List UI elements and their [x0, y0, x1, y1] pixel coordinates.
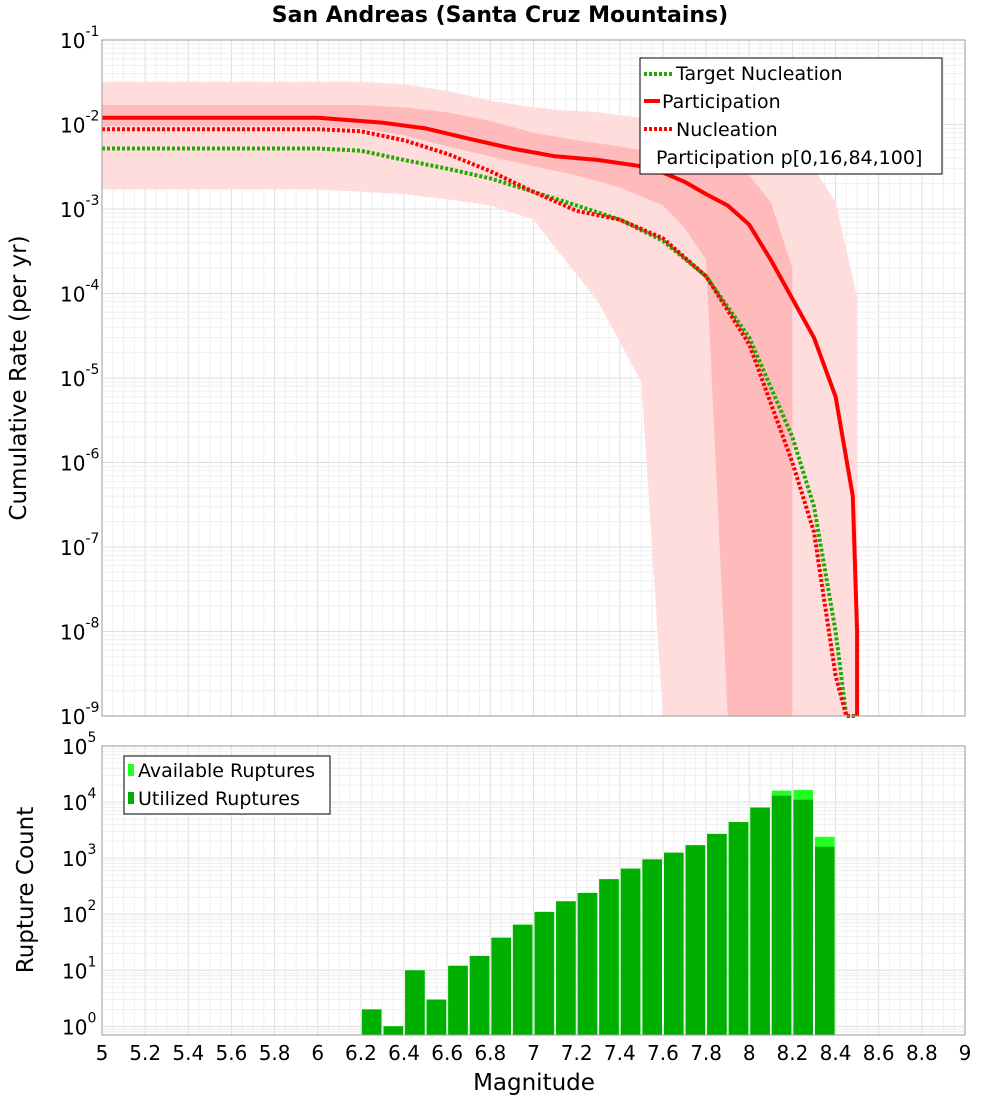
x-tick-label: 6.8 — [474, 1041, 506, 1065]
x-tick-label: 7 — [527, 1041, 540, 1065]
bar-utilized-ruptures — [469, 955, 490, 1035]
x-tick-label: 6.6 — [431, 1041, 463, 1065]
y-tick-label: 10-5 — [60, 362, 99, 391]
y-tick-label: 101 — [62, 954, 96, 983]
y-tick-label: 104 — [62, 786, 96, 815]
bar-utilized-ruptures — [728, 822, 749, 1035]
legend-label-participation-percentiles: Participation p[0,16,84,100] — [656, 147, 922, 169]
y-tick-label: 102 — [62, 898, 96, 927]
band-participation-p-0-100- — [102, 81, 858, 717]
bar-utilized-ruptures — [750, 807, 770, 1035]
bottom-y-ticks: 100 101 102 103 104 105 — [62, 730, 96, 1039]
legend-label-participation: Participation — [662, 91, 781, 113]
bar-utilized-ruptures — [707, 833, 727, 1035]
cumulative-rate-plot: 10-1 10-2 10-3 10-4 10-5 10-6 10-7 10-8 10-9 Cum… — [6, 24, 966, 729]
bar-utilized-ruptures — [620, 868, 641, 1035]
bar-utilized-ruptures — [577, 892, 598, 1035]
top-y-ticks: 10-1 10-2 10-3 10-4 10-5 10-6 10-7 10-8 10-9 — [60, 24, 100, 729]
top-legend: Target Nucleation Participation Nucleati… — [639, 57, 943, 175]
x-tick-label: 8.6 — [863, 1041, 895, 1065]
x-axis-label: Magnitude — [473, 1070, 595, 1096]
chart-title: San Andreas (Santa Cruz Mountains) — [272, 3, 728, 28]
legend-label-target-nucleation: Target Nucleation — [675, 63, 843, 85]
y-tick-label: 10-4 — [60, 278, 100, 307]
bar-utilized-ruptures — [405, 970, 425, 1035]
x-tick-label: 8.4 — [820, 1041, 852, 1065]
top-y-axis-label: Cumulative Rate (per yr) — [6, 235, 32, 520]
x-tick-label: 7.8 — [690, 1041, 722, 1065]
bar-utilized-ruptures — [383, 1026, 404, 1035]
x-tick-label: 8.2 — [776, 1041, 808, 1065]
bar-utilized-ruptures — [361, 1009, 382, 1035]
x-tick-label: 6.2 — [345, 1041, 377, 1065]
bar-utilized-ruptures — [815, 846, 835, 1035]
series-line-nucleation — [102, 127, 853, 718]
x-tick-label: 7.4 — [604, 1041, 636, 1065]
x-tick-label: 6 — [311, 1041, 324, 1065]
y-tick-label: 105 — [62, 730, 96, 759]
bar-utilized-ruptures — [448, 965, 468, 1035]
bottom-legend-box — [123, 755, 331, 815]
x-tick-label: 5.8 — [259, 1041, 291, 1065]
bar-utilized-ruptures — [771, 795, 792, 1035]
bar-utilized-ruptures — [491, 937, 511, 1035]
x-tick-label: 9 — [959, 1041, 972, 1065]
y-tick-label: 10-8 — [60, 616, 99, 645]
y-tick-label: 10-6 — [60, 447, 100, 476]
x-tick-label: 8.8 — [906, 1041, 938, 1065]
series-line-target-nucleation — [102, 146, 858, 718]
legend-swatch-utilized — [128, 792, 134, 804]
x-tick-label: 6.4 — [388, 1041, 420, 1065]
x-tick-label: 8 — [743, 1041, 756, 1065]
legend-label-utilized: Utilized Ruptures — [138, 788, 300, 810]
bar-utilized-ruptures — [664, 852, 684, 1035]
y-tick-label: 10-3 — [60, 193, 99, 222]
legend-label-nucleation: Nucleation — [676, 119, 778, 141]
participation-bands — [102, 81, 858, 717]
rupture-bars — [361, 789, 835, 1035]
bar-utilized-ruptures — [512, 924, 533, 1035]
x-tick-label: 5 — [96, 1041, 109, 1065]
bar-utilized-ruptures — [426, 999, 447, 1035]
x-tick-label: 7.2 — [561, 1041, 593, 1065]
y-tick-label: 103 — [62, 842, 96, 871]
x-tick-labels: 5 5.2 5.4 5.6 5.8 6 6.2 6.4 6.6 6.8 7 7.2 7.4 7.6 7.8 8… — [96, 1041, 972, 1065]
bar-utilized-ruptures — [685, 845, 706, 1035]
bottom-plot-frame — [101, 745, 966, 1036]
top-plot-frame — [101, 39, 966, 717]
bar-utilized-ruptures — [793, 799, 813, 1035]
bottom-y-axis-label: Rupture Count — [13, 807, 39, 973]
legend-label-available: Available Ruptures — [138, 760, 315, 782]
x-tick-label: 5.4 — [172, 1041, 204, 1065]
rupture-count-plot: 100 101 102 103 104 105 5 5.2 5.4 5.6 5.8 6 6.2 6.4 6… — [13, 730, 971, 1096]
bar-utilized-ruptures — [534, 911, 555, 1035]
y-tick-label: 10-2 — [60, 109, 99, 138]
bar-utilized-ruptures — [599, 879, 619, 1035]
x-tick-label: 7.6 — [647, 1041, 679, 1065]
top-legend-box — [639, 57, 943, 175]
y-tick-label: 10-1 — [60, 24, 99, 53]
bar-utilized-ruptures — [556, 901, 576, 1035]
y-tick-label: 10-7 — [60, 531, 99, 560]
x-tick-label: 5.2 — [129, 1041, 161, 1065]
legend-swatch-available — [128, 764, 134, 776]
y-tick-label: 100 — [62, 1010, 96, 1039]
x-tick-label: 5.6 — [216, 1041, 248, 1065]
bar-utilized-ruptures — [642, 859, 662, 1035]
y-tick-label: 10-9 — [60, 700, 99, 729]
bottom-legend: Available Ruptures Utilized Ruptures — [123, 755, 331, 815]
